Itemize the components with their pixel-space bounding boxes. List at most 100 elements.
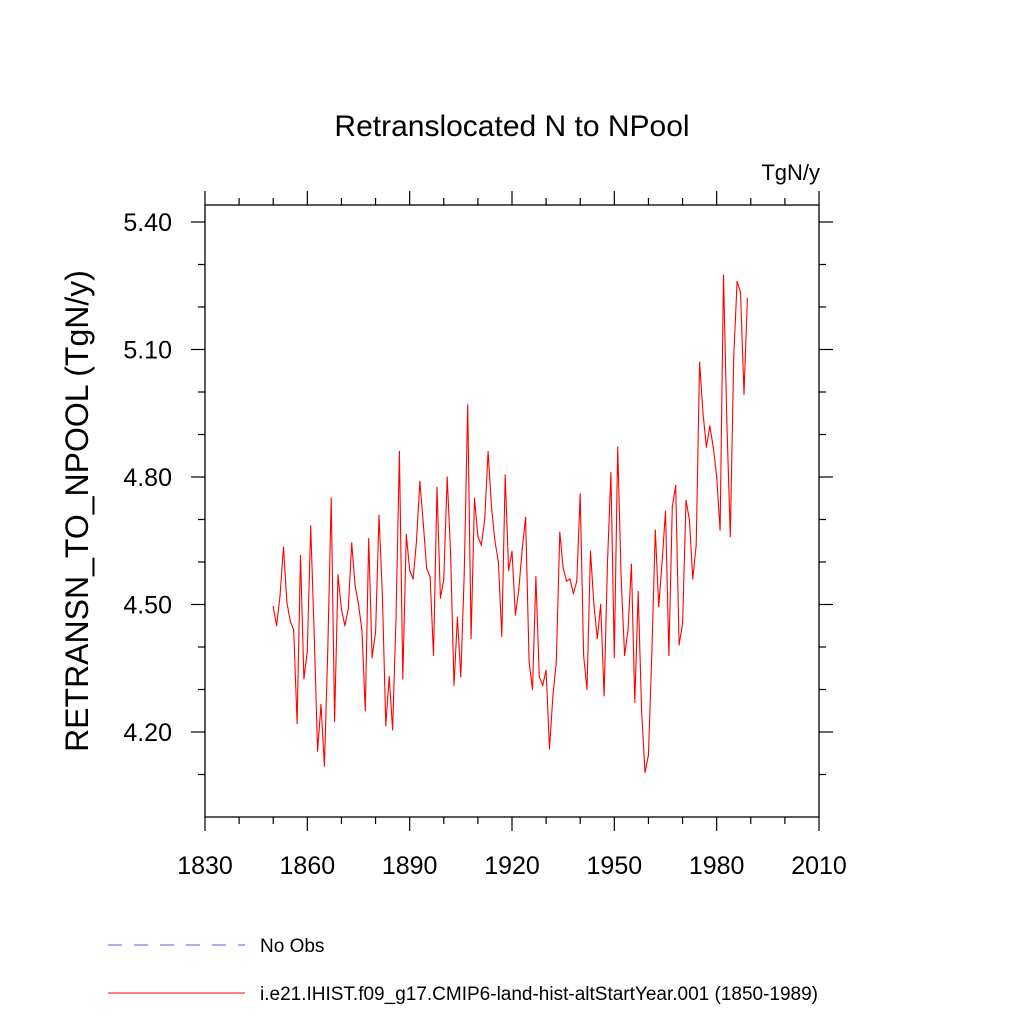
data-point (678, 644, 680, 646)
data-point (392, 729, 394, 731)
data-point (739, 291, 742, 293)
y-tick-label: 4.80 (123, 464, 172, 492)
y-tick-label: 5.40 (123, 209, 172, 237)
data-point (600, 603, 602, 606)
data-point (282, 546, 285, 548)
series-layer (272, 274, 748, 773)
data-point (460, 676, 462, 678)
data-point (293, 629, 295, 631)
data-point (443, 578, 445, 580)
data-point (395, 618, 397, 620)
data-point (525, 516, 527, 518)
data-point (354, 584, 356, 586)
data-point (446, 476, 448, 478)
data-point (705, 446, 708, 448)
data-point (695, 544, 697, 546)
data-point (299, 555, 302, 557)
data-point (596, 637, 598, 640)
data-point (419, 480, 421, 482)
data-point (623, 654, 626, 657)
data-point (494, 540, 496, 542)
data-point (286, 601, 288, 603)
data-point (340, 608, 343, 610)
data-point (327, 648, 329, 650)
data-point (569, 578, 571, 580)
legend-label: No Obs (260, 936, 324, 957)
data-point (514, 614, 517, 616)
data-point (453, 684, 455, 686)
data-point (545, 669, 547, 671)
x-tick-label: 1980 (689, 852, 745, 880)
data-point (378, 514, 380, 516)
data-point (351, 542, 353, 544)
data-point (364, 710, 366, 712)
data-point (661, 561, 663, 563)
data-point (528, 661, 530, 663)
data-point (504, 474, 506, 476)
data-point (552, 695, 554, 697)
data-point (439, 597, 441, 599)
data-point (456, 616, 459, 618)
data-point (347, 608, 349, 610)
data-point (463, 574, 465, 576)
data-point (272, 606, 274, 608)
x-tick-label: 1890 (382, 852, 438, 880)
data-point (388, 676, 390, 678)
plot-frame (204, 204, 820, 818)
data-point (620, 578, 622, 580)
data-point (381, 595, 383, 597)
data-point (729, 535, 731, 538)
data-point (368, 538, 370, 540)
data-point (518, 589, 520, 591)
y-axis-label: RETRANSN_TO_NPOOL (TgN/y) (59, 270, 95, 752)
data-point (722, 274, 725, 276)
data-point (276, 625, 278, 627)
data-point (487, 450, 489, 453)
data-point (361, 629, 363, 631)
data-point (699, 361, 701, 363)
data-point (385, 725, 387, 727)
data-point (681, 623, 684, 625)
data-point (685, 499, 687, 501)
data-point (654, 529, 656, 531)
data-point (507, 569, 510, 572)
data-point (712, 446, 714, 448)
data-point (531, 688, 534, 691)
data-point (651, 650, 653, 652)
data-point (313, 633, 315, 635)
data-point (589, 550, 592, 552)
data-point (610, 472, 612, 474)
data-point (415, 540, 418, 542)
data-point (426, 567, 428, 569)
data-point (436, 487, 438, 489)
data-point (627, 629, 629, 631)
data-point (344, 625, 346, 627)
data-point (586, 688, 588, 691)
data-point (565, 580, 568, 582)
data-point (572, 593, 575, 595)
y-tick-label: 5.10 (123, 337, 172, 365)
data-point (641, 710, 643, 712)
data-point (548, 748, 551, 750)
data-point (323, 765, 325, 767)
data-point (511, 550, 513, 552)
data-point (606, 561, 609, 563)
data-point (538, 676, 540, 678)
data-point (310, 525, 312, 527)
data-point (613, 657, 615, 659)
data-point (603, 695, 605, 697)
data-point (402, 678, 404, 680)
data-point (409, 569, 411, 572)
data-point (736, 280, 738, 283)
data-point (316, 750, 319, 752)
data-point (719, 529, 721, 531)
data-point (576, 580, 578, 582)
data-point (422, 523, 424, 525)
x-tick-label: 1920 (484, 852, 540, 880)
chart-title: Retranslocated N to NPool (334, 110, 689, 143)
legend-label: i.e21.IHIST.f09_g17.CMIP6-land-hist-altS… (260, 984, 818, 1005)
data-point (497, 561, 499, 563)
data-point (330, 497, 332, 499)
x-tick-label: 1860 (280, 852, 336, 880)
